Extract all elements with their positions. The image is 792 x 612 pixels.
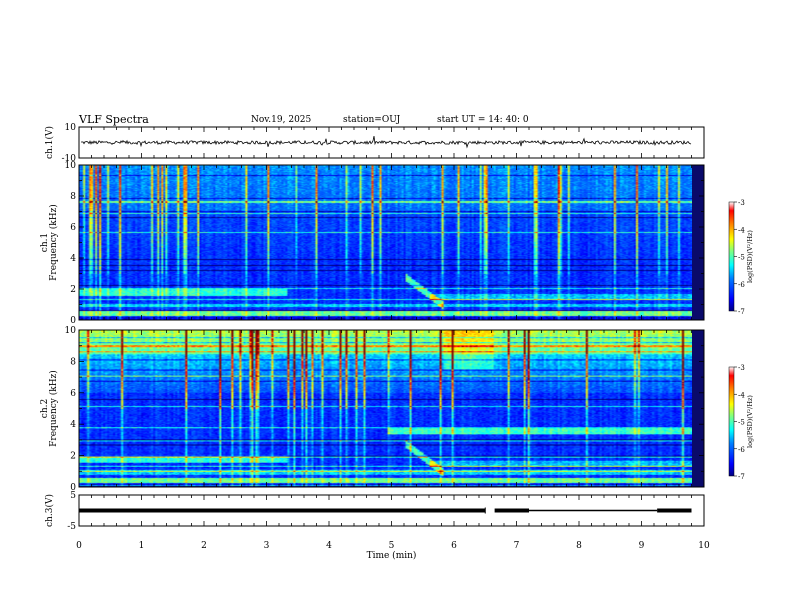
y-tick-label: 8 — [70, 192, 76, 202]
x-tick-label: 1 — [139, 541, 145, 551]
y-axis-label: ch.3(V) — [44, 494, 55, 527]
colorbar-tick-label: -7 — [738, 308, 745, 316]
x-tick-label: 7 — [514, 541, 520, 551]
station-label: station=OUJ — [343, 115, 401, 125]
y-axis-label: ch.1 — [40, 233, 50, 252]
x-tick-label: 3 — [264, 541, 270, 551]
ch3-waveform-panel — [78, 494, 705, 527]
ch1-waveform-trace — [81, 136, 692, 149]
colorbar-tick-label: -4 — [738, 391, 745, 399]
colorbar-tick-label: -6 — [738, 281, 745, 289]
y-axis-label: Frequency (kHz) — [48, 370, 59, 447]
ch1-waveform-panel — [78, 126, 705, 159]
y-tick-label: 10 — [65, 123, 77, 133]
ch2-colorbar: -3 -4 -5 -6 -7 log(PSD)(V²/Hz) — [728, 364, 754, 481]
colorbar-tick-label: -6 — [738, 446, 745, 454]
y-axis-label: ch.2 — [40, 399, 50, 418]
x-tick-label: 4 — [326, 541, 332, 551]
ch3-level-segment — [657, 508, 692, 513]
x-tick-label: 2 — [201, 541, 207, 551]
ch1-waveform-ticks — [78, 126, 705, 159]
ch1-colorbar-scale — [728, 201, 735, 312]
start-time-label: start UT = 14: 40: 0 — [437, 115, 529, 125]
y-tick-label: 6 — [70, 223, 76, 233]
ch2-spectrogram-image — [79, 330, 692, 487]
x-tick-label: 10 — [698, 541, 710, 551]
ch1-spectrogram-panel — [78, 164, 705, 321]
colorbar-tick-label: -4 — [738, 226, 745, 234]
y-axis-label: Frequency (kHz) — [48, 204, 59, 281]
y-tick-label: 5 — [70, 491, 76, 501]
ch3-level-segment — [494, 508, 529, 513]
ch1-spectrogram-image — [79, 165, 692, 320]
y-tick-label: 10 — [65, 161, 77, 171]
colorbar-tick-label: -7 — [738, 473, 745, 481]
colorbar-tick-label: -3 — [738, 199, 745, 207]
ch1-colorbar-ticks: -3 -4 -5 -6 -7 log(PSD)(V²/Hz) — [734, 199, 754, 316]
ch3-waveform-trace — [79, 507, 692, 514]
y-tick-label: 6 — [70, 389, 76, 399]
ch3-level-segment — [79, 508, 486, 513]
colorbar-tick-label: -3 — [738, 364, 745, 372]
ch3-level-segment — [529, 509, 658, 512]
y-tick-label: 10 — [65, 326, 77, 336]
x-tick-label: 0 — [76, 541, 82, 551]
colorbar-tick-label: -5 — [738, 254, 745, 262]
y-tick-label: 2 — [70, 285, 76, 295]
x-tick-label: 6 — [451, 541, 457, 551]
figure-title: VLF Spectra — [79, 113, 149, 126]
x-axis-label: Time (min) — [367, 550, 417, 561]
y-tick-label: 8 — [70, 357, 76, 367]
x-tick-label: 9 — [639, 541, 645, 551]
x-tick-label: 8 — [576, 541, 582, 551]
y-tick-label: -5 — [67, 522, 76, 532]
colorbar-label: log(PSD)(V²/Hz) — [746, 395, 754, 448]
date-label: Nov.19, 2025 — [251, 115, 312, 125]
ch1-colorbar: -3 -4 -5 -6 -7 log(PSD)(V²/Hz) — [728, 199, 754, 316]
colorbar-label: log(PSD)(V²/Hz) — [746, 230, 754, 283]
y-tick-label: -10 — [62, 154, 77, 164]
y-tick-label: 0 — [70, 316, 76, 326]
ch2-colorbar-scale — [728, 366, 735, 477]
colorbar-tick-label: -5 — [738, 419, 745, 427]
ch2-spectrogram-ticks — [78, 329, 705, 488]
ch1-spectrogram-ticks — [78, 164, 705, 321]
y-tick-label: 4 — [70, 254, 76, 264]
y-axis-label: ch.1(V) — [44, 126, 55, 159]
x-tick-label: 5 — [389, 541, 395, 551]
y-tick-label: 4 — [70, 420, 76, 430]
ch3-waveform-ticks — [78, 494, 705, 527]
y-tick-label: 2 — [70, 452, 76, 462]
ch2-spectrogram-panel — [78, 329, 705, 488]
ch2-colorbar-ticks: -3 -4 -5 -6 -7 log(PSD)(V²/Hz) — [734, 364, 754, 481]
y-tick-label: 0 — [70, 483, 76, 493]
